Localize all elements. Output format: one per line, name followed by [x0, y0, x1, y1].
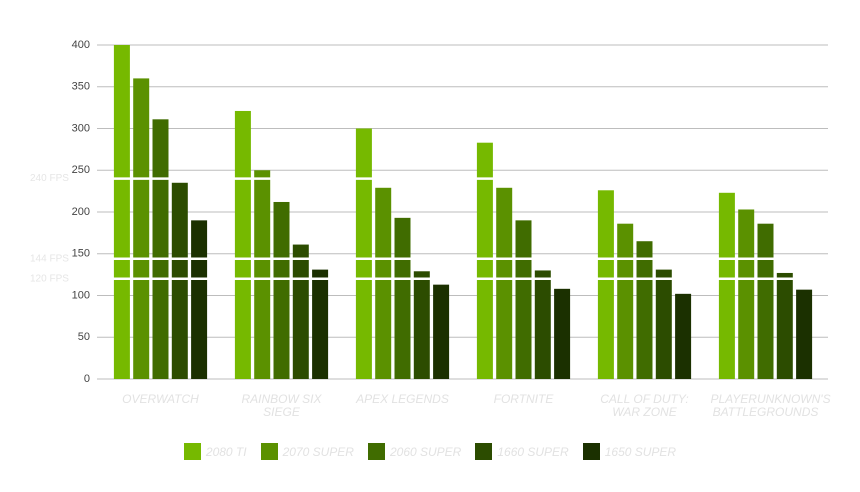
x-tick-label: PLAYERUNKNOWN'S BATTLEGROUNDS — [710, 392, 831, 419]
y-tick-label: 0 — [84, 373, 90, 385]
legend-item: 2080 TI — [183, 443, 247, 460]
legend-label: 2080 TI — [205, 444, 247, 459]
legend-label: 1650 SUPER — [604, 444, 677, 459]
y-tick-label: 150 — [72, 248, 90, 260]
bar — [375, 187, 392, 379]
legend-swatch — [260, 443, 278, 460]
legend-label: 2060 SUPER — [389, 444, 462, 459]
legend-item: 2070 SUPER — [260, 443, 354, 460]
bar — [554, 288, 571, 379]
bar — [655, 269, 672, 379]
bar — [757, 223, 774, 379]
legend-swatch — [582, 443, 600, 460]
bar — [515, 220, 532, 379]
bar — [675, 293, 692, 379]
x-tick-label: RAINBOW SIX SIEGE — [241, 392, 322, 419]
x-tick-label: CALL OF DUTY: WAR ZONE — [600, 392, 689, 419]
reference-label: 120 FPS — [30, 273, 69, 284]
bar — [191, 220, 208, 379]
bar — [776, 272, 793, 379]
bar — [254, 170, 271, 379]
reference-label: 240 FPS — [30, 173, 69, 184]
reference-label: 144 FPS — [30, 253, 69, 264]
legend-swatch — [367, 443, 385, 460]
bar — [433, 284, 450, 379]
bar — [152, 119, 169, 379]
bar — [413, 271, 430, 379]
bar — [292, 244, 309, 379]
x-tick-label: FORTNITE — [493, 392, 554, 406]
y-tick-label: 100 — [72, 289, 90, 301]
y-tick-label: 50 — [78, 331, 90, 343]
bar — [496, 187, 513, 379]
legend-swatch — [183, 443, 201, 460]
bar — [355, 128, 372, 379]
bar — [273, 201, 290, 379]
bar — [796, 289, 813, 379]
legend-item: 1660 SUPER — [475, 443, 569, 460]
bar — [113, 45, 130, 379]
legend: 2080 TI 2070 SUPER 2060 SUPER 1660 SUPER 165… — [0, 443, 860, 460]
legend-label: 1660 SUPER — [497, 444, 569, 459]
bar — [534, 270, 551, 379]
bar — [617, 223, 634, 379]
bar — [171, 182, 188, 379]
bar — [394, 217, 411, 379]
x-tick-label: OVERWATCH — [122, 392, 199, 406]
x-tick-label: APEX LEGENDS — [356, 392, 449, 406]
bar — [476, 142, 493, 379]
legend-label: 2070 SUPER — [282, 444, 354, 459]
y-tick-label: 400 — [72, 39, 90, 51]
bar — [718, 192, 735, 379]
bar — [636, 241, 653, 379]
y-tick-label: 300 — [72, 122, 90, 134]
bar — [133, 78, 150, 380]
legend-item: 1650 SUPER — [582, 443, 677, 460]
bar — [738, 209, 755, 379]
y-tick-label: 350 — [72, 81, 90, 93]
bar — [234, 110, 251, 379]
bar — [597, 190, 614, 379]
legend-swatch — [475, 443, 493, 460]
legend-item: 2060 SUPER — [367, 443, 462, 460]
y-tick-label: 250 — [72, 164, 90, 176]
bar — [312, 269, 329, 379]
y-tick-label: 200 — [72, 206, 90, 218]
